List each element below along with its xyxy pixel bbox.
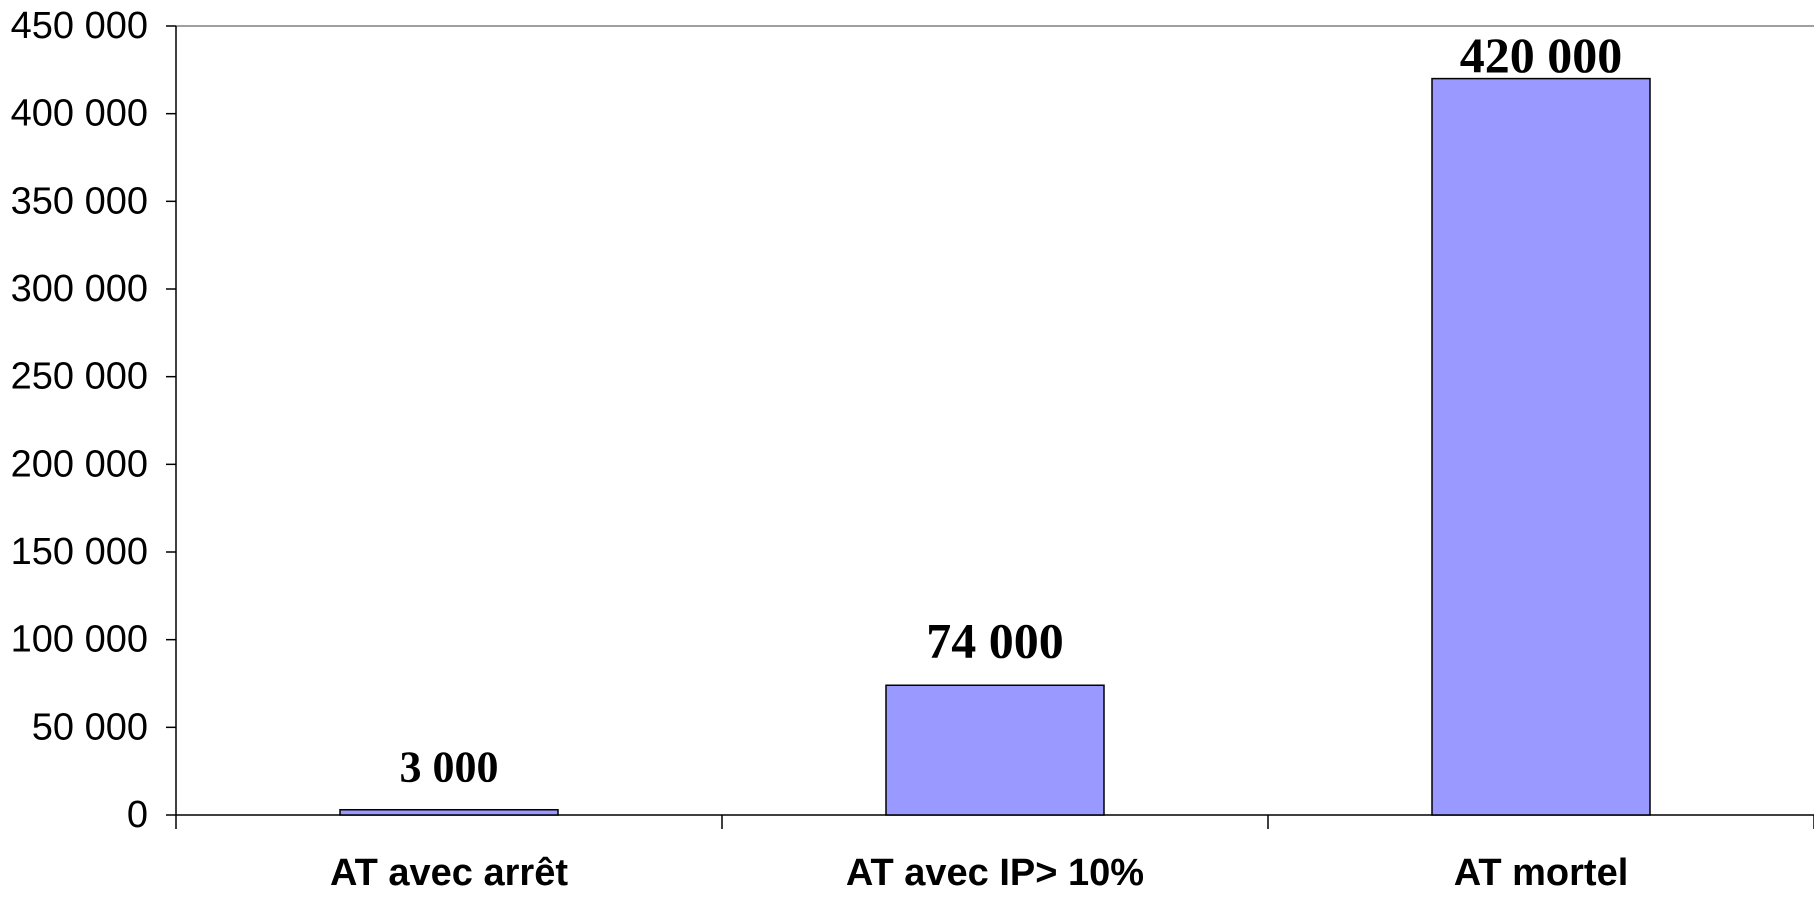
data-label: 74 000 [926, 612, 1064, 668]
x-axis: AT avec arrêt AT avec IP> 10% AT mortel [175, 814, 1814, 894]
x-tick-label: AT avec arrêt [330, 852, 568, 894]
y-tick-label: 300 000 [11, 268, 148, 310]
y-tick-label: 250 000 [11, 356, 148, 398]
y-tick-label: 150 000 [11, 531, 148, 573]
y-tick-label: 450 000 [11, 5, 148, 47]
bar-at-avec-arr-t [339, 808, 559, 816]
data-label: 3 000 [400, 743, 499, 792]
y-axis: 0 50 000 100 000 150 000 200 000 250 000 300 0… [11, 5, 177, 836]
bar-at-mortel [1431, 77, 1651, 816]
x-tick-label: AT avec IP> 10% [846, 852, 1144, 894]
y-tick-label: 200 000 [11, 443, 148, 485]
y-tick-label: 100 000 [11, 619, 148, 661]
data-labels: 3 000 74 000 420 000 [400, 27, 1623, 792]
x-tick-label: AT mortel [1454, 852, 1629, 894]
y-tick-label: 50 000 [32, 706, 148, 748]
y-tick-label: 0 [127, 794, 148, 836]
y-tick-label: 350 000 [11, 180, 148, 222]
data-label: 420 000 [1460, 27, 1623, 83]
y-tick-label: 400 000 [11, 93, 148, 135]
bar-at-avec-ip-10 [885, 684, 1105, 816]
bars [339, 77, 1651, 816]
